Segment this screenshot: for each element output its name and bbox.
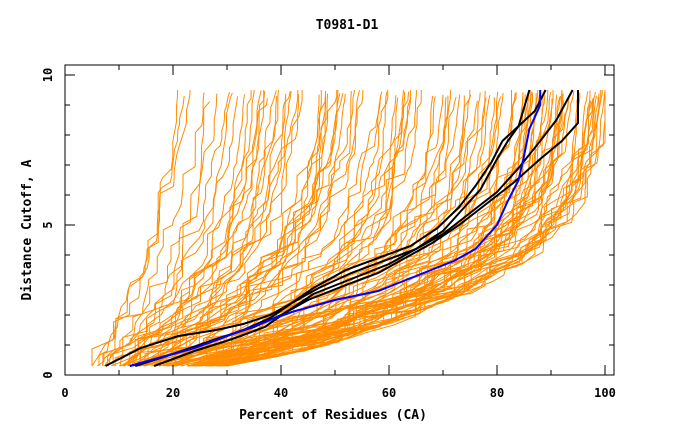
x-tick-label: 20 <box>166 386 180 400</box>
background-model-line <box>173 94 444 367</box>
background-model-line <box>123 95 278 367</box>
plot-frame <box>64 64 615 376</box>
background-model-line <box>132 91 326 366</box>
background-model-line <box>128 93 287 366</box>
background-model-line <box>127 90 277 367</box>
background-model-line <box>188 95 491 367</box>
background-model-line <box>91 95 185 367</box>
background-model-line <box>188 90 471 367</box>
y-axis-label: Distance Cutoff, A <box>20 159 35 300</box>
background-model-line <box>218 97 570 366</box>
background-model-line <box>97 93 218 367</box>
x-tick-label: 40 <box>274 386 288 400</box>
background-model-line <box>196 93 504 367</box>
background-model-line <box>173 96 436 367</box>
background-model-line <box>153 94 382 367</box>
background-model-line <box>209 94 546 367</box>
model-black-3-line <box>153 89 574 367</box>
background-model-line <box>201 96 561 367</box>
x-tick-label: 100 <box>594 386 616 400</box>
background-model-line <box>213 100 564 366</box>
background-model-line <box>212 94 558 367</box>
background-model-line <box>171 97 447 367</box>
chart-title: T0981-D1 <box>316 18 379 33</box>
background-model-line <box>209 91 552 367</box>
background-model-line <box>137 90 303 367</box>
background-model-line <box>140 90 338 366</box>
axes: 0 20 40 60 80 100 0 5 10 <box>41 64 616 400</box>
background-model-line <box>151 91 383 367</box>
x-axis-label: Percent of Residues (CA) <box>239 408 427 423</box>
x-tick-label: 60 <box>382 386 396 400</box>
background-model-line <box>98 90 179 366</box>
x-tick-label: 0 <box>61 386 68 400</box>
background-model-line <box>102 92 205 367</box>
background-model-line <box>194 93 530 367</box>
background-model-line <box>123 90 265 367</box>
background-model-line <box>119 98 268 367</box>
background-model-line <box>123 93 299 367</box>
background-model-line <box>102 96 239 366</box>
background-model-line <box>144 89 339 366</box>
background-model-line <box>144 93 328 367</box>
background-model-line <box>138 93 346 367</box>
background-model-line <box>223 90 606 367</box>
y-tick-label: 0 <box>41 371 55 378</box>
background-model-line <box>199 91 541 366</box>
y-tick-label: 5 <box>41 221 55 228</box>
background-model-line <box>225 95 597 367</box>
background-model-line <box>192 100 478 367</box>
highlighted-model-lines <box>105 89 579 367</box>
background-model-line <box>106 94 245 367</box>
background-model-line <box>219 90 603 367</box>
background-model-line <box>106 101 211 367</box>
background-model-line <box>189 96 502 367</box>
background-model-line <box>114 90 255 366</box>
background-model-line <box>181 97 487 367</box>
background-model-line <box>175 90 451 367</box>
background-model-line <box>206 96 562 367</box>
model-blue-line <box>129 90 542 367</box>
background-model-line <box>122 91 292 367</box>
background-model-line <box>226 90 606 367</box>
background-model-line <box>138 89 360 367</box>
x-tick-label: 80 <box>490 386 504 400</box>
background-model-line <box>193 91 533 367</box>
background-model-line <box>133 90 299 367</box>
background-model-line <box>171 96 457 367</box>
background-model-line <box>107 92 230 367</box>
y-tick-label: 10 <box>41 68 55 82</box>
background-model-line <box>119 90 279 367</box>
model-black-1-line <box>105 89 531 367</box>
background-model-lines <box>91 89 606 367</box>
background-model-line <box>112 90 262 366</box>
background-model-line <box>166 95 397 366</box>
background-model-line <box>181 94 472 366</box>
background-model-line <box>103 92 233 367</box>
background-model-line <box>192 92 524 367</box>
background-model-line <box>171 90 411 367</box>
background-model-line <box>139 90 326 367</box>
